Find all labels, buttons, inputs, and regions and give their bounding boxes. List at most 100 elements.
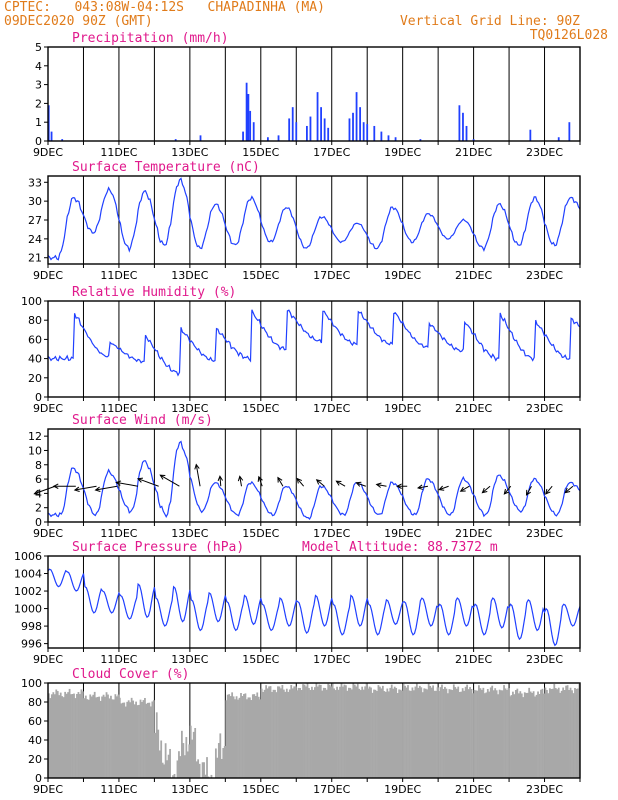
cloud-bar (413, 690, 415, 778)
x-tick-label: 17DEC (313, 402, 350, 415)
y-tick-label: 33 (28, 176, 42, 189)
cloud-bar (133, 704, 136, 778)
precip-bar (568, 122, 571, 141)
cloud-bar (104, 696, 106, 778)
cloud-bar (48, 693, 50, 778)
cloud-bar (77, 692, 80, 778)
wind-speed-line (47, 440, 581, 520)
cloud-bar (126, 701, 129, 778)
wind-vector (316, 479, 325, 487)
cloud-bar (192, 731, 195, 778)
cloud-bar (411, 687, 414, 778)
cloud-bar (120, 703, 123, 778)
cloud-bar (507, 688, 510, 778)
cloud-bar (216, 757, 219, 778)
cloud-bar (476, 690, 479, 778)
cloud-bar (305, 686, 307, 778)
cloud-bar (517, 693, 520, 778)
cloud-bar (560, 690, 563, 778)
wind-vector-head (525, 489, 531, 496)
cloud-bar (328, 684, 331, 778)
precip-bar (387, 135, 390, 141)
wind-vector-head (52, 483, 59, 489)
cloud-bar (220, 758, 223, 778)
cloud-bar (254, 696, 257, 778)
cloud-bar (269, 686, 272, 778)
cloud-bar (356, 683, 359, 778)
cloud-bar (314, 687, 316, 778)
x-tick-label: 13DEC (171, 783, 208, 796)
wind-vector-head (33, 489, 40, 495)
cloud-bar (206, 757, 208, 778)
cloud-bar (432, 685, 434, 778)
cloud-bar (74, 698, 77, 778)
cloud-bar (444, 686, 446, 778)
cloud-bar (291, 688, 294, 778)
cloud-bar (262, 691, 265, 778)
cloud-bar (325, 689, 328, 778)
y-tick-label: 80 (28, 314, 42, 327)
cloud-bar (417, 687, 420, 778)
cloud-bar (463, 690, 466, 778)
cloud-bar (330, 686, 333, 778)
header-model-code: TQ0126L028 (529, 28, 608, 43)
x-tick-label: 21DEC (455, 527, 492, 540)
cloud-bar (309, 690, 312, 778)
wind-vector (417, 485, 429, 489)
cloud-bar (466, 684, 468, 778)
cloud-bar (340, 683, 343, 778)
y-tick-label: 1000 (14, 603, 42, 616)
cloud-bar (404, 685, 406, 778)
x-tick-label: 21DEC (455, 146, 492, 159)
cloud-bar (488, 691, 491, 778)
cloud-bar (380, 688, 383, 778)
wind-vector (336, 480, 346, 487)
cloud-bar (158, 750, 161, 778)
precip-bar (362, 122, 365, 141)
precip-bar (291, 107, 294, 141)
cloud-bar (554, 687, 557, 778)
y-tick-label: 998 (21, 620, 42, 633)
wind-vector-head (237, 475, 244, 482)
y-tick-label: 12 (28, 430, 42, 443)
y-tick-label: 8 (35, 459, 42, 472)
cloud-bar (139, 699, 142, 778)
cloud-bar (381, 685, 384, 778)
x-tick-label: 13DEC (171, 146, 208, 159)
panel-0: 0 1 2 3 4 5 9DEC 11DEC 13DEC 15DEC 17DEC 19DEC 21DEC… (33, 31, 581, 159)
cloud-bar (108, 698, 111, 778)
cloud-bar (441, 684, 443, 778)
precip-bar (373, 125, 376, 141)
wind-vector-head (73, 486, 80, 492)
precip-bar (252, 122, 255, 141)
cloud-bar (494, 688, 497, 778)
cloud-bar (316, 686, 319, 778)
precip-bar (61, 139, 64, 141)
cloud-bar (83, 698, 86, 778)
wind-vector-head (94, 486, 101, 492)
cloud-bar (540, 689, 542, 778)
precip-bar (320, 107, 322, 141)
wind-vector-head (159, 474, 166, 480)
cloud-bar (367, 688, 369, 778)
x-tick-label: 21DEC (455, 402, 492, 415)
cloud-bar (229, 696, 232, 778)
cloud-bar (353, 684, 356, 778)
cloud-bar (426, 689, 429, 778)
cloud-bar (155, 712, 158, 778)
y-tick-label: 100 (21, 677, 42, 690)
cloud-bar (535, 694, 538, 778)
cloud-bar (275, 692, 278, 778)
x-tick-label: 23DEC (526, 269, 563, 282)
cloud-bar (55, 689, 58, 778)
cloud-bar (114, 694, 117, 778)
cloud-bar (210, 774, 213, 778)
cloud-bar (246, 699, 248, 778)
x-tick-label: 11DEC (100, 146, 137, 159)
cloud-bar (442, 688, 445, 778)
cloud-bar (396, 693, 399, 778)
cloud-bar (67, 692, 69, 778)
cloud-bar (243, 694, 245, 778)
y-tick-label: 60 (28, 715, 42, 728)
wind-vector (195, 464, 201, 487)
